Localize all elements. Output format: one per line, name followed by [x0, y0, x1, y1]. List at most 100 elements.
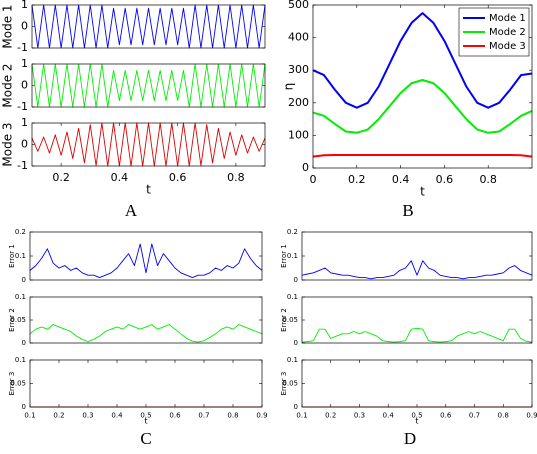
legend-label: Mode 2	[489, 27, 526, 38]
legend-label: Mode 3	[489, 41, 526, 52]
x-tick-label: 0.2	[348, 173, 366, 186]
x-tick-label: 0.9	[526, 411, 537, 419]
data-line	[301, 327, 533, 343]
x-tick-label: 0.5	[411, 411, 422, 419]
plot-frame	[301, 231, 533, 281]
y-tick-label: 0.1	[287, 356, 298, 364]
y-tick-label: 0.05	[282, 316, 298, 324]
y-tick-label: 300	[288, 63, 309, 76]
x-tick-label: 0.8	[227, 171, 245, 184]
y-tick-label: 0.2	[287, 228, 298, 236]
y-tick-label: 0	[22, 339, 26, 347]
y-tick-label: 100	[288, 128, 309, 141]
y-axis-label: Error 2	[8, 308, 16, 332]
y-tick-label: 0.05	[10, 316, 26, 324]
panel-label: B	[402, 201, 413, 220]
plot-area	[30, 297, 262, 343]
y-tick-label: 0.05	[10, 380, 26, 388]
x-tick-label: 0.1	[296, 411, 307, 419]
y-tick-label: 0.2	[15, 228, 26, 236]
y-tick-label: 200	[288, 96, 309, 109]
x-tick-label: 0.6	[169, 411, 181, 419]
y-tick-label: 0	[302, 161, 309, 174]
x-tick-label: 0	[310, 173, 317, 186]
y-tick-label: 0	[22, 276, 26, 284]
x-axis-label: t	[144, 417, 147, 426]
x-tick-label: 0.2	[53, 411, 64, 419]
x-tick-label: 0.8	[479, 173, 497, 186]
x-tick-label: 0.6	[440, 411, 452, 419]
y-axis-label: Mode 3	[1, 122, 15, 166]
plot-frame	[31, 4, 266, 49]
y-axis-label: η	[282, 83, 296, 91]
plot-frame	[29, 231, 263, 281]
x-tick-label: 0.5	[140, 411, 151, 419]
y-tick-label: 0.05	[282, 380, 298, 388]
data-line	[29, 324, 263, 343]
panel-label: A	[125, 201, 138, 220]
y-axis-label: Error 1	[8, 244, 16, 268]
plot-frame	[312, 4, 533, 169]
plot-frame	[301, 296, 533, 344]
y-tick-label: -1	[17, 159, 28, 172]
panel-label: D	[404, 429, 416, 448]
data-line	[31, 63, 266, 108]
y-axis-label: Mode 1	[1, 4, 15, 48]
data-line	[301, 260, 533, 280]
y-axis-label: Mode 2	[1, 63, 15, 107]
y-tick-label: 400	[288, 31, 309, 44]
y-tick-label: 0	[294, 339, 298, 347]
data-line	[312, 153, 533, 158]
plot-area	[30, 360, 262, 407]
data-line	[312, 12, 533, 109]
y-axis-label: Error 1	[280, 244, 288, 268]
plot-area	[302, 360, 532, 407]
legend-label: Mode 1	[489, 13, 526, 24]
plot-frame	[29, 296, 263, 344]
panel-label: C	[140, 429, 151, 448]
x-tick-label: 0.4	[392, 173, 410, 186]
y-tick-label: 1	[21, 57, 28, 70]
y-tick-label: -1	[17, 41, 28, 54]
x-tick-label: 0.3	[354, 411, 365, 419]
plot-area	[302, 297, 532, 343]
x-tick-label: 0.6	[169, 171, 187, 184]
x-tick-label: 0.1	[24, 411, 35, 419]
y-tick-label: 0	[294, 403, 298, 411]
y-axis-label: Error 3	[280, 372, 288, 396]
x-tick-label: 0.8	[227, 411, 238, 419]
x-tick-label: 0.4	[383, 411, 395, 419]
x-tick-label: 0.2	[325, 411, 336, 419]
y-tick-label: 1	[21, 116, 28, 129]
y-tick-label: -1	[17, 100, 28, 113]
y-tick-label: 0.1	[15, 356, 26, 364]
x-tick-label: 0.8	[498, 411, 509, 419]
data-line	[29, 243, 263, 279]
y-tick-label: 0	[294, 276, 298, 284]
x-axis-label: t	[146, 183, 151, 197]
plot-area	[302, 232, 532, 280]
y-tick-label: 0.1	[287, 252, 298, 260]
y-tick-label: 1	[21, 0, 28, 11]
x-tick-label: 0.7	[198, 411, 209, 419]
x-tick-label: 0.4	[111, 411, 123, 419]
y-axis-label: Error 3	[8, 372, 16, 396]
y-tick-label: 0.1	[15, 252, 26, 260]
x-tick-label: 0.4	[111, 171, 129, 184]
plot-frame	[301, 359, 533, 408]
y-axis-label: Error 2	[280, 308, 288, 332]
y-tick-label: 0.1	[15, 293, 26, 301]
plot-frame	[31, 122, 266, 167]
x-tick-label: 0.9	[256, 411, 267, 419]
plot-area	[32, 123, 265, 166]
x-axis-label: t	[415, 417, 418, 426]
x-axis-label: t	[420, 185, 425, 199]
plot-area	[32, 5, 265, 48]
plot-frame	[31, 63, 266, 108]
x-tick-label: 0.7	[469, 411, 480, 419]
x-tick-label: 0.6	[436, 173, 454, 186]
y-tick-label: 0	[22, 403, 26, 411]
data-line	[31, 4, 266, 49]
